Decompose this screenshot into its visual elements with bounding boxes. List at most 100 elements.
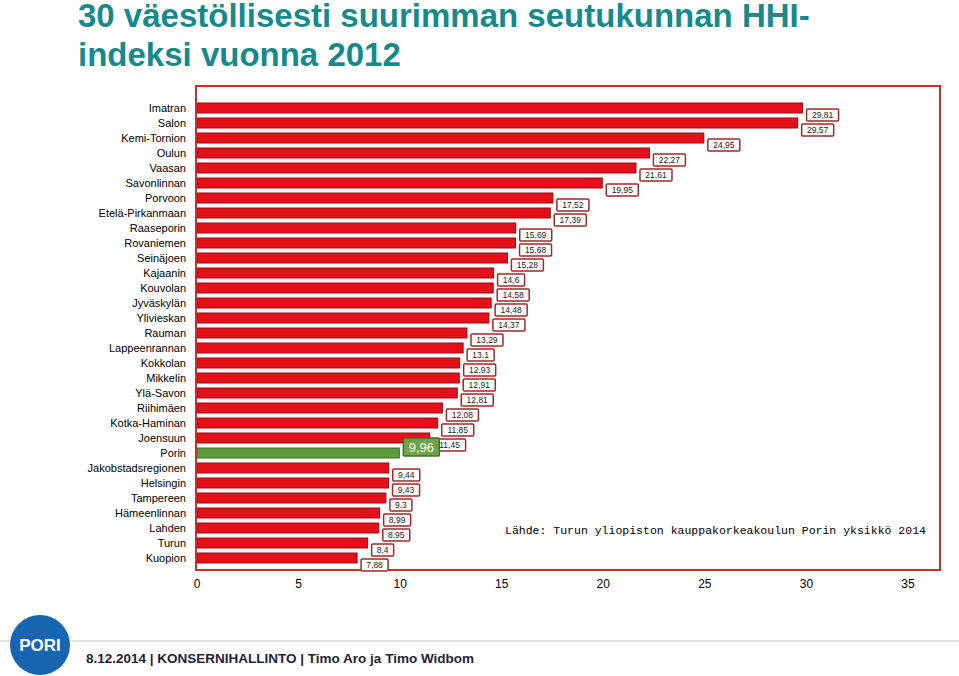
category-label: Oulun	[157, 147, 186, 159]
category-label: Jyväskylän	[132, 297, 186, 309]
bar	[197, 298, 491, 308]
category-label: Riihimäen	[137, 402, 186, 414]
category-label: Jakobstadsregionen	[88, 462, 186, 474]
data-label-box	[393, 484, 420, 496]
data-label: 14,58	[503, 290, 525, 300]
category-label: Ylä-Savon	[135, 387, 186, 399]
category-label: Hämeenlinnan	[115, 507, 186, 519]
category-label: Kuopion	[146, 552, 186, 564]
bar	[197, 133, 704, 143]
category-label: Helsingin	[141, 477, 186, 489]
data-label-box	[461, 394, 493, 406]
x-tick-label: 5	[295, 577, 302, 591]
data-label: 29,57	[807, 125, 829, 135]
bar	[197, 553, 357, 563]
category-label: Imatran	[149, 102, 186, 114]
labels: Imatran 29,81 Salon 29,57 Kemi-Tornion 24,95 O…	[88, 102, 839, 571]
bar	[197, 358, 460, 368]
category-label: Joensuun	[138, 432, 186, 444]
bar	[197, 268, 494, 278]
bar	[197, 418, 438, 428]
category-label: Kemi-Tornion	[121, 132, 186, 144]
category-label: Lahden	[149, 522, 186, 534]
data-label-box	[498, 274, 525, 286]
data-label: 14,6	[503, 275, 520, 285]
bar	[197, 148, 649, 158]
bar	[197, 283, 493, 293]
bar	[197, 328, 467, 338]
data-label-box	[471, 334, 503, 346]
source-note: Lähde: Turun yliopiston kauppakorkeakoul…	[505, 524, 926, 537]
category-label: Ylivieskan	[136, 312, 186, 324]
category-label: Porin	[160, 447, 186, 459]
logo-text: PORI	[19, 636, 61, 655]
bar	[197, 463, 389, 473]
data-label-box	[383, 529, 410, 541]
category-label: Kouvolan	[140, 282, 186, 294]
category-label: Etelä-Pirkanmaan	[99, 207, 186, 219]
data-label-box	[520, 229, 552, 241]
bars	[197, 103, 803, 563]
category-label: Salon	[158, 117, 186, 129]
data-label-box	[802, 124, 834, 136]
data-label: 17,52	[562, 200, 584, 210]
data-label: 9,3	[395, 500, 407, 510]
data-label-box	[384, 514, 411, 526]
category-label: Turun	[158, 537, 186, 549]
data-label: 12,91	[469, 380, 491, 390]
data-label: 12,08	[452, 410, 474, 420]
data-label: 8,4	[377, 545, 389, 555]
data-label-box	[511, 259, 543, 271]
data-label-box	[653, 154, 685, 166]
data-label: 8,99	[389, 515, 406, 525]
bar	[197, 343, 463, 353]
data-label: 9,44	[398, 470, 415, 480]
category-label: Porvoon	[145, 192, 186, 204]
bar	[197, 493, 386, 503]
bar	[197, 178, 602, 188]
x-tick-label: 30	[800, 577, 814, 591]
data-label-box	[495, 304, 527, 316]
data-label: 17,39	[560, 215, 582, 225]
category-label: Rovaniemen	[124, 237, 186, 249]
data-label: 7,88	[366, 560, 383, 570]
bar	[197, 208, 550, 218]
bar	[197, 193, 553, 203]
x-tick-label: 20	[597, 577, 611, 591]
data-label: 14,48	[501, 305, 523, 315]
data-label-box	[554, 214, 586, 226]
data-label: 19,95	[612, 185, 634, 195]
data-label-box	[464, 364, 496, 376]
data-label-box	[393, 469, 420, 481]
bar	[197, 433, 430, 443]
data-label: 12,93	[469, 365, 491, 375]
bar	[197, 163, 636, 173]
bar	[197, 253, 507, 263]
bar	[197, 508, 380, 518]
category-label: Kokkolan	[141, 357, 186, 369]
chart: Imatran 29,81 Salon 29,57 Kemi-Tornion 24,95 O…	[0, 0, 959, 676]
x-tick-label: 15	[495, 577, 509, 591]
bar	[197, 313, 489, 323]
data-label: 9,43	[398, 485, 415, 495]
data-label: 8,95	[388, 530, 405, 540]
data-label-box	[463, 379, 495, 391]
x-tick-label: 25	[698, 577, 712, 591]
data-label-box	[497, 289, 529, 301]
data-label: 22,27	[659, 155, 681, 165]
data-label: 29,81	[812, 110, 834, 120]
logo-circle	[10, 615, 70, 675]
data-label-box	[372, 544, 394, 556]
bar	[197, 478, 389, 488]
bar	[197, 373, 459, 383]
data-label: 24,95	[713, 140, 735, 150]
bar	[197, 388, 457, 398]
category-label: Raaseporin	[130, 222, 186, 234]
category-label: Rauman	[144, 327, 186, 339]
bar	[197, 118, 798, 128]
title: 30 väestöllisesti suurimman seutukunnan …	[78, 0, 898, 74]
x-tick-label: 35	[901, 577, 915, 591]
bar	[197, 448, 399, 458]
data-label: 13,29	[476, 335, 498, 345]
data-label-box	[493, 319, 525, 331]
